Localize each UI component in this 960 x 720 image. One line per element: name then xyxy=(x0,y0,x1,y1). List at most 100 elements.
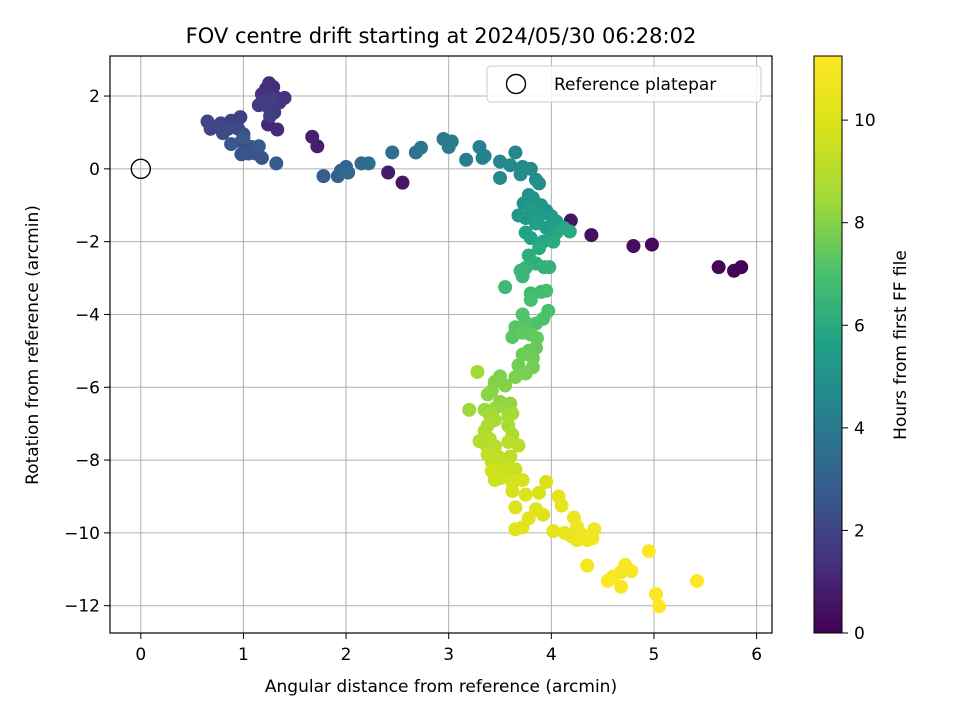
data-point xyxy=(395,175,410,190)
colorbar-label: Hours from first FF file xyxy=(891,250,911,440)
reference-point-marker xyxy=(130,158,151,180)
data-point xyxy=(515,473,530,488)
colorbar-tick-label: 2 xyxy=(854,521,865,541)
data-point xyxy=(532,241,547,256)
data-point xyxy=(480,387,495,402)
grid-lines xyxy=(110,56,772,633)
legend: Reference platepar xyxy=(486,65,762,103)
data-point xyxy=(690,573,705,588)
data-point xyxy=(508,462,523,477)
x-tick-label: 2 xyxy=(341,645,352,665)
x-axis-ticks: 0 1 2 3 4 5 6 xyxy=(135,633,762,665)
data-point xyxy=(711,260,726,275)
data-point xyxy=(652,599,667,614)
data-point xyxy=(265,91,280,106)
data-point xyxy=(505,484,520,499)
data-point xyxy=(532,485,547,500)
data-point xyxy=(518,487,533,502)
y-tick-label: 2 xyxy=(89,87,100,107)
y-tick-label: −8 xyxy=(75,451,100,471)
y-axis-ticks: 2 0 −2 −4 −6 −8 −10 −12 xyxy=(64,87,110,617)
y-tick-label: 0 xyxy=(89,160,100,180)
x-tick-label: 5 xyxy=(649,645,660,665)
data-point xyxy=(203,121,218,136)
data-point xyxy=(614,579,629,594)
data-point xyxy=(508,370,523,385)
data-point xyxy=(234,147,249,162)
data-point xyxy=(584,228,599,243)
colorbar-tick-label: 8 xyxy=(854,214,865,234)
plot-area-frame xyxy=(109,55,773,634)
data-point xyxy=(475,150,490,165)
data-point xyxy=(316,169,331,184)
data-point xyxy=(305,129,320,144)
data-point xyxy=(254,150,269,165)
data-point xyxy=(585,531,600,546)
legend-box xyxy=(486,65,762,103)
scatter-points xyxy=(200,76,749,614)
x-axis-label: Angular distance from reference (arcmin) xyxy=(265,677,617,697)
data-point xyxy=(498,280,513,295)
data-point xyxy=(539,474,554,489)
data-point xyxy=(542,260,557,275)
data-point xyxy=(236,130,251,145)
data-point xyxy=(270,122,285,137)
data-point xyxy=(546,234,561,249)
y-tick-label: −12 xyxy=(64,597,100,617)
data-point xyxy=(649,587,664,602)
y-tick-label: −6 xyxy=(75,378,100,398)
data-point xyxy=(361,156,376,171)
data-point xyxy=(459,152,474,167)
data-point xyxy=(503,158,518,173)
colorbar-tick-label: 10 xyxy=(854,111,876,131)
data-point xyxy=(600,573,615,588)
data-point xyxy=(727,263,742,278)
data-point xyxy=(523,292,538,307)
data-point xyxy=(528,216,543,231)
colorbar-ticks: 0 2 4 6 8 10 xyxy=(842,111,876,644)
legend-label: Reference platepar xyxy=(554,75,716,95)
chart-title: FOV centre drift starting at 2024/05/30 … xyxy=(186,24,697,48)
data-point xyxy=(341,165,356,180)
data-point xyxy=(251,139,266,154)
data-point xyxy=(508,145,523,160)
y-tick-label: −10 xyxy=(64,524,100,544)
data-point xyxy=(539,283,554,298)
y-tick-label: −4 xyxy=(75,305,100,325)
data-point xyxy=(385,145,400,160)
data-point xyxy=(470,364,485,379)
data-point xyxy=(503,449,518,464)
x-tick-label: 3 xyxy=(443,645,454,665)
colorbar-tick-label: 6 xyxy=(854,316,865,336)
data-point xyxy=(498,378,513,393)
data-point xyxy=(413,140,428,155)
data-point xyxy=(641,544,656,559)
data-point xyxy=(580,558,595,573)
y-axis-label: Rotation from reference (arcmin) xyxy=(23,205,43,485)
data-point xyxy=(441,140,456,155)
data-point xyxy=(562,224,577,239)
data-point xyxy=(624,564,639,579)
data-point xyxy=(511,438,526,453)
data-point xyxy=(523,161,538,176)
data-point xyxy=(263,109,278,124)
colorbar-tick-label: 0 xyxy=(854,624,865,644)
y-tick-label: −2 xyxy=(75,233,100,253)
data-point xyxy=(269,156,284,171)
data-point xyxy=(484,464,499,479)
data-point xyxy=(554,498,569,513)
data-point xyxy=(513,167,528,182)
data-point xyxy=(493,170,508,185)
data-point xyxy=(536,507,551,522)
data-point xyxy=(515,269,530,284)
data-point xyxy=(532,176,547,191)
data-point xyxy=(462,402,477,417)
data-point xyxy=(381,165,396,180)
colorbar: 0 2 4 6 8 10 Hours from first FF file xyxy=(813,55,911,644)
data-point xyxy=(508,522,523,537)
data-point xyxy=(626,239,641,254)
colorbar-tick-label: 4 xyxy=(854,419,865,439)
data-point xyxy=(644,237,659,252)
x-tick-label: 0 xyxy=(135,645,146,665)
